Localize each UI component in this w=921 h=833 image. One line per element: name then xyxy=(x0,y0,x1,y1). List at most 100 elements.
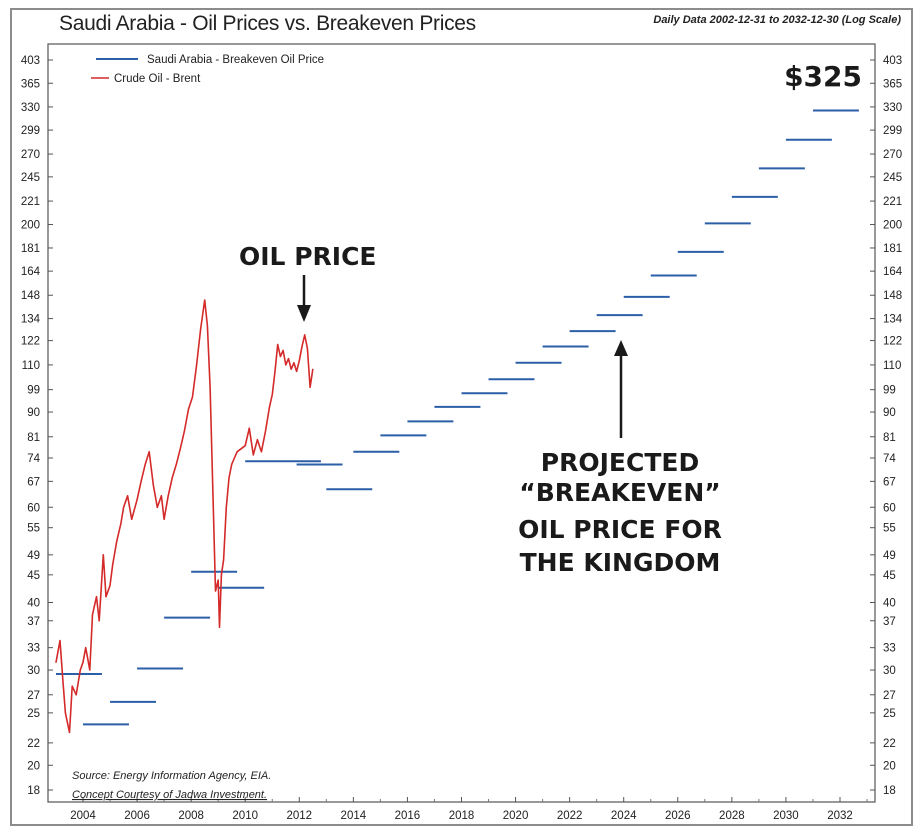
y-tick-label-left: 122 xyxy=(21,336,40,348)
y-tick-label-left: 33 xyxy=(27,643,40,655)
y-tick-label-right: 403 xyxy=(883,55,902,67)
brent-point xyxy=(293,362,295,364)
y-tick-label-right: 99 xyxy=(883,385,896,397)
brent-point xyxy=(222,559,225,561)
brent-point xyxy=(82,661,84,663)
brent-point xyxy=(122,506,125,508)
y-tick-label-right: 221 xyxy=(883,196,902,208)
annotations: OIL PRICE PROJECTED “BREAKEVEN” OIL PRIC… xyxy=(239,60,862,577)
y-tick-label-left: 74 xyxy=(27,453,40,465)
y-tick-label-left: 365 xyxy=(21,78,40,90)
y-tick-label-right: 37 xyxy=(883,616,896,628)
brent-point xyxy=(301,345,303,348)
brent-point xyxy=(105,596,107,598)
brent-point xyxy=(233,457,235,459)
brent-point xyxy=(304,334,306,336)
y-tick-label-left: 181 xyxy=(21,243,40,255)
brent-point xyxy=(91,613,94,616)
brent-point xyxy=(179,448,181,450)
brent-point xyxy=(131,518,133,520)
brent-point xyxy=(183,430,185,432)
source-notes: Source: Energy Information Agency, EIA. … xyxy=(72,770,271,801)
brent-point xyxy=(309,386,311,388)
x-tick-label: 2026 xyxy=(665,810,691,822)
legend: Saudi Arabia - Breakeven Oil Price Crude… xyxy=(91,54,324,85)
brent-point xyxy=(231,463,233,466)
y-tick-label-left: 22 xyxy=(27,738,40,750)
brent-point xyxy=(175,463,177,466)
y-tick-label-left: 18 xyxy=(27,785,40,797)
x-tick-label: 2030 xyxy=(773,810,799,822)
y-tick-label-right: 90 xyxy=(883,407,896,419)
brent-point xyxy=(167,495,169,497)
y-axis-right: 403 365 330 299 270 245 221 200 181 164 148 134 122 1… xyxy=(870,55,903,797)
brent-point xyxy=(89,669,91,671)
brent-point xyxy=(277,343,279,346)
brent-point xyxy=(195,364,198,366)
legend-label-brent: Crude Oil - Brent xyxy=(114,73,201,85)
brent-point xyxy=(85,647,87,649)
y-tick-label-right: 55 xyxy=(883,523,896,535)
y-tick-label-left: 299 xyxy=(21,125,40,137)
brent-point xyxy=(217,579,219,581)
brent-point xyxy=(295,370,298,373)
brent-point xyxy=(212,487,214,490)
brent-point xyxy=(248,427,250,429)
brent-point xyxy=(98,620,100,622)
brent-point xyxy=(64,712,67,714)
brent-point xyxy=(285,364,287,366)
chart-subtitle: Daily Data 2002-12-31 to 2032-12-30 (Log… xyxy=(653,14,901,26)
y-tick-label-right: 122 xyxy=(883,336,902,348)
y-tick-label-right: 299 xyxy=(883,125,902,137)
y-tick-label-left: 164 xyxy=(21,266,41,278)
brent-point xyxy=(109,584,111,587)
y-tick-label-left: 67 xyxy=(27,476,40,488)
brent-point xyxy=(95,596,98,598)
brent-point xyxy=(274,370,276,373)
y-tick-label-right: 67 xyxy=(883,476,896,488)
y-tick-label-left: 55 xyxy=(27,523,40,535)
brent-point xyxy=(279,355,281,358)
brent-point xyxy=(191,396,194,398)
annotation-breakeven-line-4: THE KINGDOM xyxy=(520,548,721,577)
brent-point xyxy=(244,445,246,447)
brent-point xyxy=(214,590,217,592)
legend-label-breakeven: Saudi Arabia - Breakeven Oil Price xyxy=(147,54,324,66)
x-tick-label: 2006 xyxy=(124,810,150,822)
brent-point xyxy=(187,408,190,411)
brent-point xyxy=(298,360,300,362)
brent-point xyxy=(79,669,81,671)
x-tick-label: 2028 xyxy=(719,810,745,822)
brent-point xyxy=(171,477,173,479)
y-tick-label-left: 110 xyxy=(22,360,40,372)
source-line-eia: Source: Energy Information Agency, EIA. xyxy=(72,770,271,782)
y-tick-label-right: 81 xyxy=(883,432,896,444)
brent-point xyxy=(55,661,57,663)
brent-line xyxy=(55,299,314,734)
y-tick-label-right: 22 xyxy=(883,738,896,750)
y-tick-label-right: 49 xyxy=(883,550,896,562)
brent-point xyxy=(102,554,104,556)
brent-point xyxy=(312,368,314,370)
brent-point xyxy=(140,480,142,482)
y-axis-left: 403 365 330 299 270 245 221 200 181 164 148 134 122 1… xyxy=(21,55,53,797)
brent-point xyxy=(264,430,267,432)
x-tick-label: 2004 xyxy=(70,810,96,822)
plot-area xyxy=(47,43,876,803)
y-tick-label-right: 45 xyxy=(883,570,896,582)
annotation-breakeven-line-3: OIL PRICE FOR xyxy=(518,515,722,544)
breakeven-series xyxy=(55,109,859,726)
brent-point xyxy=(59,640,61,642)
brent-point xyxy=(62,677,64,679)
brent-point xyxy=(268,406,271,408)
brent-point xyxy=(282,349,284,352)
y-tick-label-right: 365 xyxy=(883,78,902,90)
x-tick-label: 2008 xyxy=(178,810,204,822)
y-tick-label-left: 330 xyxy=(21,102,40,114)
y-tick-label-right: 30 xyxy=(883,665,896,677)
y-tick-label-left: 27 xyxy=(27,690,40,702)
y-tick-label-left: 403 xyxy=(21,55,40,67)
brent-point xyxy=(290,368,292,370)
y-tick-label-right: 25 xyxy=(883,708,896,720)
brent-point xyxy=(71,685,73,687)
